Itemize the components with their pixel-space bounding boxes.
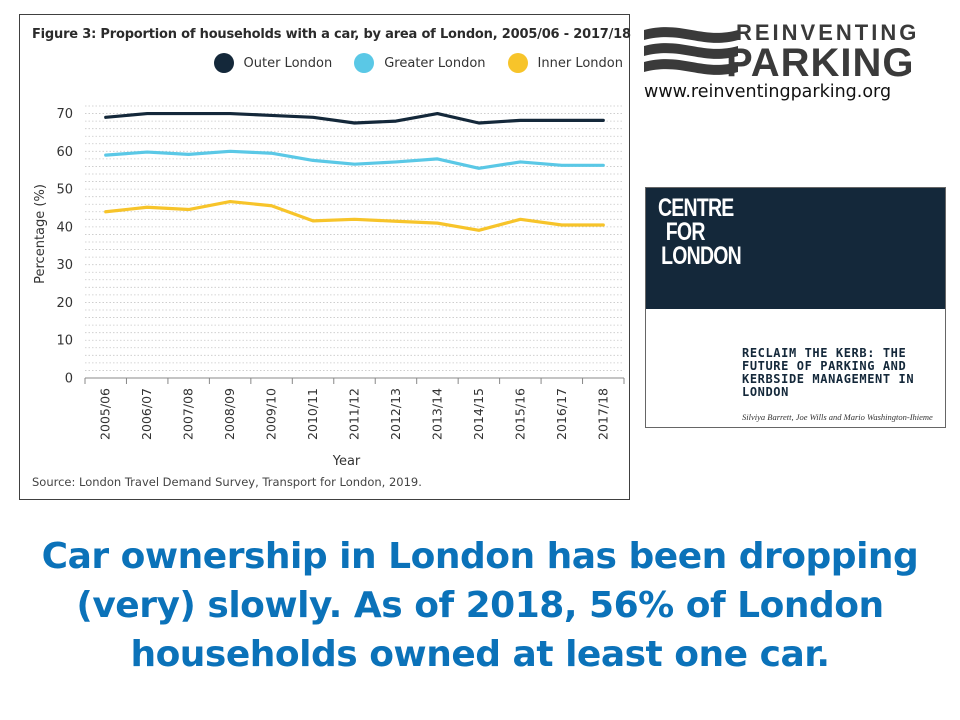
y-tick-label: 10 bbox=[56, 334, 73, 349]
legend-label: Inner London bbox=[537, 55, 623, 71]
legend-item: Outer London bbox=[213, 53, 333, 73]
series-line-greater-london bbox=[104, 149, 605, 170]
chart-legend: Outer London Greater London Inner London bbox=[213, 53, 623, 73]
brand-name-bottom: PARKING bbox=[726, 41, 914, 78]
y-tick-label: 40 bbox=[56, 220, 73, 235]
series-line-outer-london bbox=[104, 111, 605, 125]
y-tick-label: 70 bbox=[56, 107, 73, 122]
cover-org-line: CENTRE bbox=[658, 194, 734, 222]
report-cover: CENTRE FOR LONDON RECLAIM THE KERB: THE … bbox=[645, 187, 946, 428]
x-tick-label: 2011/12 bbox=[347, 388, 362, 440]
legend-swatch bbox=[213, 53, 234, 73]
legend-label: Outer London bbox=[243, 55, 333, 71]
x-axis-label: Year bbox=[332, 454, 361, 469]
reinventing-parking-brand: REINVENTING PARKING www.reinventingparki… bbox=[642, 18, 942, 108]
x-tick-label: 2005/06 bbox=[98, 388, 113, 440]
y-tick-label: 30 bbox=[56, 258, 73, 273]
legend-item: Inner London bbox=[507, 53, 623, 73]
x-tick-label: 2013/14 bbox=[429, 388, 444, 440]
x-tick-label: 2016/17 bbox=[554, 388, 569, 440]
chart-title: Figure 3: Proportion of households with … bbox=[32, 27, 631, 42]
centre-for-london-logo: CENTRE FOR LONDON bbox=[658, 194, 742, 270]
y-tick-label: 20 bbox=[56, 296, 73, 311]
x-tick-label: 2009/10 bbox=[264, 388, 279, 440]
cover-org-line: LONDON bbox=[661, 242, 742, 270]
x-tick-label: 2007/08 bbox=[181, 388, 196, 440]
x-tick-label: 2012/13 bbox=[388, 388, 403, 440]
y-axis-label: Percentage (%) bbox=[33, 184, 48, 284]
x-tick-label: 2014/15 bbox=[471, 388, 486, 440]
x-tick-label: 2008/09 bbox=[222, 388, 237, 440]
cover-org-line: FOR bbox=[665, 218, 706, 246]
y-tick-label: 0 bbox=[65, 372, 73, 387]
slide-caption: Car ownership in London has been droppin… bbox=[41, 536, 919, 675]
y-tick-label: 50 bbox=[56, 183, 73, 198]
reinventing-parking-logo: REINVENTING PARKING bbox=[644, 20, 919, 78]
cover-authors: Silviya Barrett, Joe Wills and Mario Was… bbox=[742, 412, 933, 422]
cover-title: RECLAIM THE KERB: THE FUTURE OF PARKING … bbox=[742, 346, 915, 399]
x-tick-label: 2017/18 bbox=[595, 388, 610, 440]
cover-header: CENTRE FOR LONDON bbox=[646, 188, 945, 309]
series-line-inner-london bbox=[104, 199, 605, 232]
chart-source: Source: London Travel Demand Survey, Tra… bbox=[32, 475, 422, 489]
brand-url[interactable]: www.reinventingparking.org bbox=[644, 82, 892, 102]
line-chart: 0 10 20 30 40 50 60 70 2005/06 2006/07 2007/08 2008… bbox=[33, 105, 625, 469]
legend-swatch bbox=[354, 53, 375, 73]
legend-label: Greater London bbox=[384, 55, 486, 71]
brand-name-top: REINVENTING bbox=[736, 20, 919, 45]
y-tick-label: 60 bbox=[56, 145, 73, 160]
legend-swatch bbox=[507, 53, 528, 73]
x-tick-label: 2010/11 bbox=[305, 388, 320, 440]
x-tick-label: 2006/07 bbox=[139, 388, 154, 440]
chart-panel: Figure 3: Proportion of households with … bbox=[19, 14, 631, 500]
x-tick-label: 2015/16 bbox=[512, 388, 527, 440]
legend-item: Greater London bbox=[354, 53, 486, 73]
